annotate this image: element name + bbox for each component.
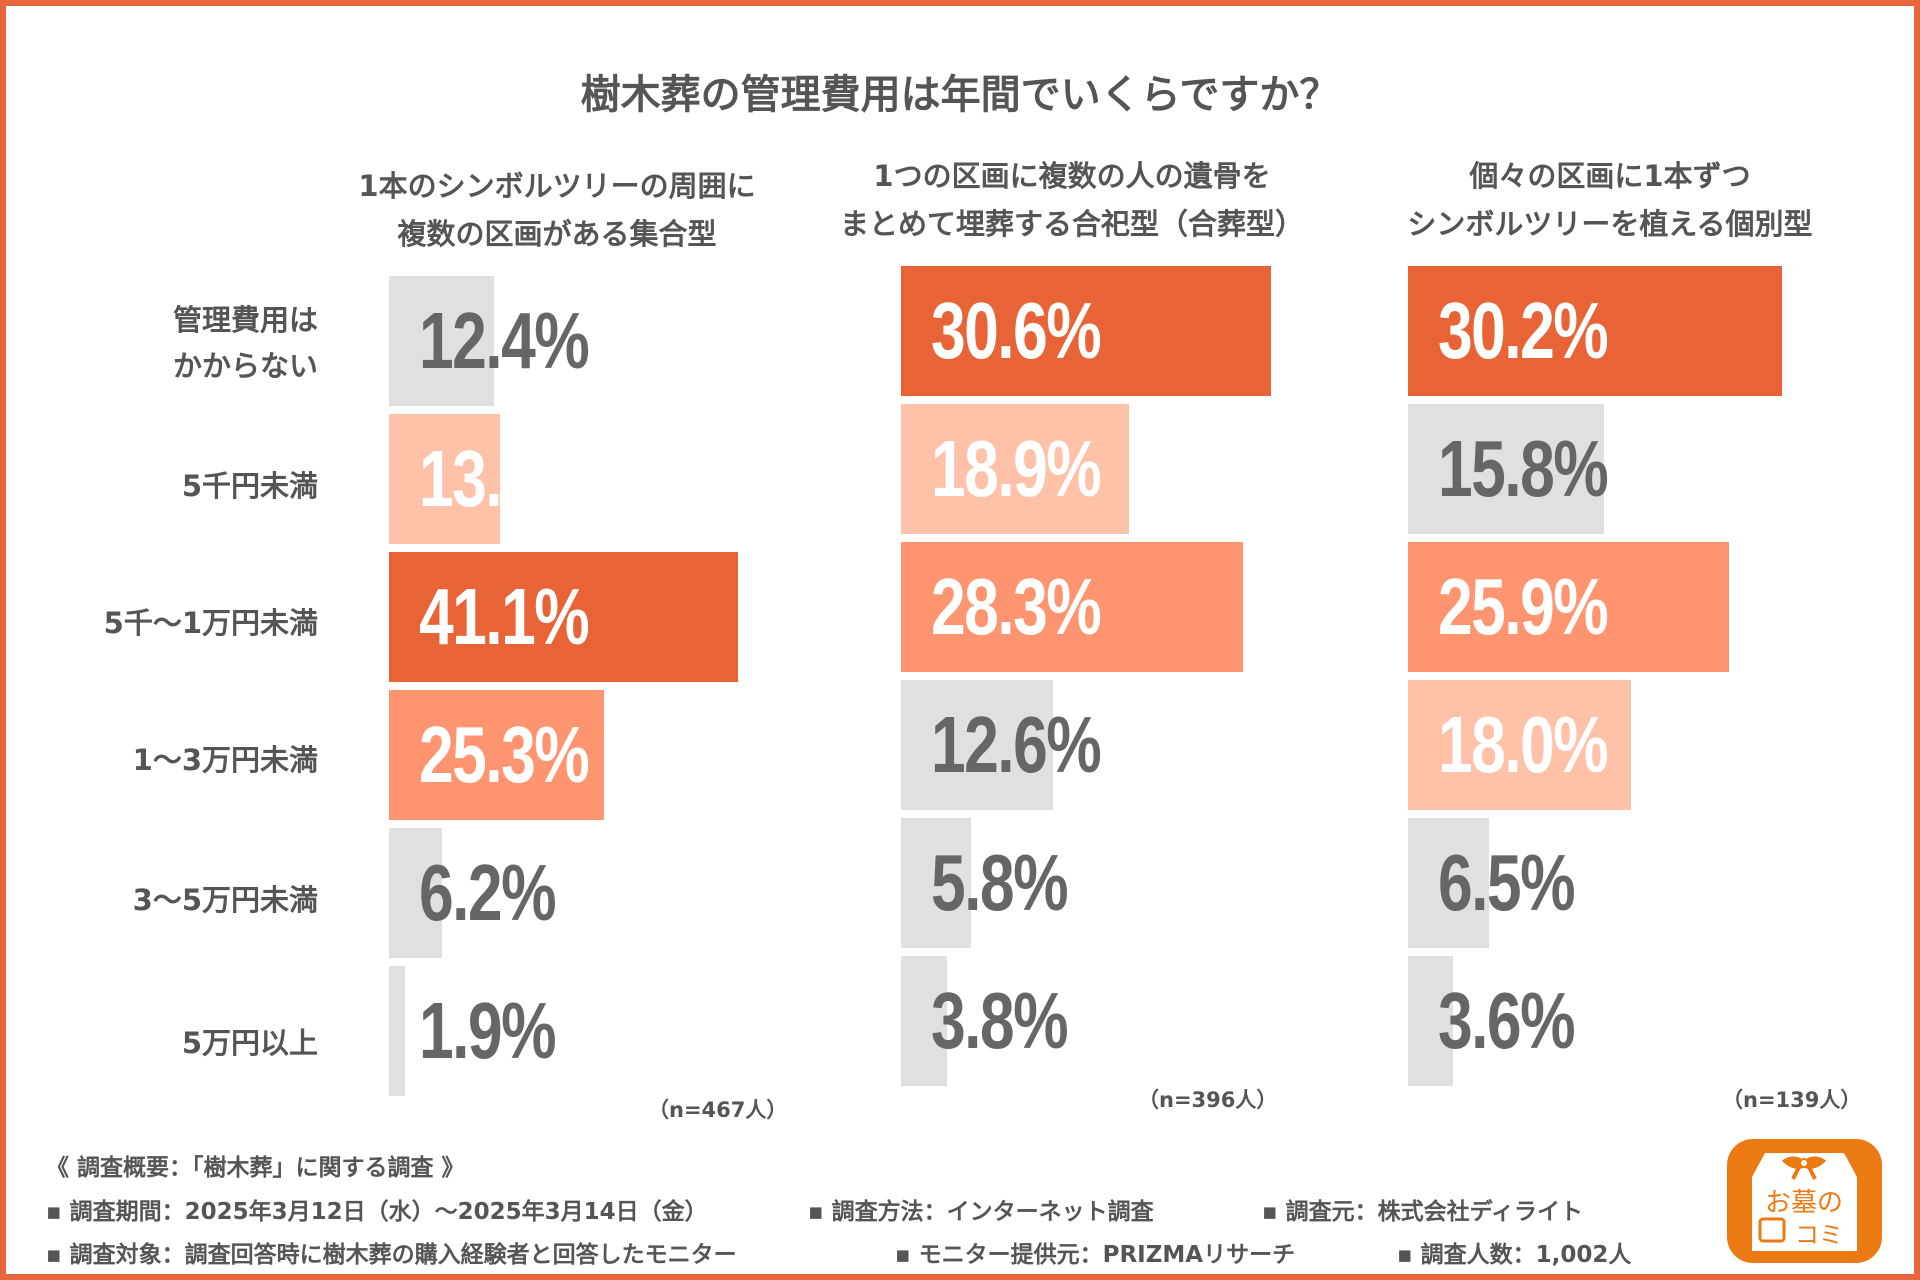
- data-label: 18.0%: [1438, 700, 1609, 789]
- data-label: 12.6%: [931, 700, 1102, 789]
- bar: [389, 552, 738, 682]
- bar: [901, 542, 1243, 672]
- data-label: 15.8%: [1438, 424, 1609, 513]
- bar: [389, 690, 604, 820]
- footer-source: ▪ 調査元：株式会社ディライト: [1262, 1199, 1583, 1225]
- okaka-no-kuchikomi-logo: お墓の コミ: [1727, 1139, 1882, 1263]
- bar: [1408, 956, 1453, 1086]
- row-label: 3〜5万円未満: [132, 883, 318, 917]
- series-header: 1本のシンボルツリーの周囲に 複数の区画がある集合型: [358, 169, 756, 251]
- data-label: 12.4%: [419, 296, 590, 385]
- svg-text:お墓の: お墓の: [1765, 1188, 1843, 1218]
- svg-text:コミ: コミ: [1795, 1221, 1843, 1249]
- data-label: 25.9%: [1438, 562, 1609, 651]
- data-label: 6.5%: [1438, 838, 1576, 927]
- footer-provider: ▪ モニター提供元：PRIZMAリサーチ: [895, 1242, 1296, 1268]
- bar: [901, 956, 947, 1086]
- data-label: 30.2%: [1438, 286, 1609, 375]
- row-label: 1〜3万円未満: [132, 743, 318, 777]
- data-label: 28.3%: [931, 562, 1102, 651]
- data-label: 3.8%: [931, 976, 1069, 1065]
- bar: [1408, 680, 1632, 810]
- row-label: 5万円以上: [181, 1026, 318, 1060]
- bar: [389, 414, 501, 544]
- bar: [901, 404, 1130, 534]
- series-header: 個々の区画に1本ずつ シンボルツリーを植える個別型: [1407, 159, 1813, 241]
- data-label: 30.6%: [931, 286, 1102, 375]
- bar: [901, 818, 972, 948]
- bar: [1408, 404, 1604, 534]
- sample-size: （n=139人）: [1722, 1088, 1862, 1112]
- bar: [1408, 818, 1489, 948]
- footer-count: ▪ 調査人数：1,002人: [1397, 1242, 1632, 1268]
- footer-period: ▪ 調査期間：2025年3月12日（水）〜2025年3月14日（金）: [46, 1199, 708, 1225]
- footer-target: ▪ 調査対象：調査回答時に樹木葬の購入経験者と回答したモニター: [46, 1242, 737, 1268]
- data-label: 41.1%: [419, 572, 590, 661]
- data-label: 18.9%: [931, 424, 1102, 513]
- sample-size: （n=396人）: [1138, 1088, 1278, 1112]
- footer-method: ▪ 調査方法：インターネット調査: [808, 1199, 1154, 1225]
- data-label: 6.2%: [419, 848, 557, 937]
- chart-title: 樹木葬の管理費用は年間でいくらですか？: [580, 72, 1340, 118]
- sample-size: （n=467人）: [648, 1098, 788, 1122]
- data-label: 1.9%: [419, 986, 557, 1075]
- data-label: 5.8%: [931, 838, 1069, 927]
- row-label: 管理費用は かからない: [172, 303, 318, 383]
- bar: [389, 966, 406, 1096]
- bar: [389, 276, 495, 406]
- footer-heading: 《 調査概要：「樹木葬」に関する調査 》: [46, 1155, 465, 1181]
- bar: [901, 680, 1054, 810]
- row-label: 5千〜1万円未満: [103, 606, 318, 640]
- data-label: 25.3%: [419, 710, 590, 799]
- row-label: 5千円未満: [181, 469, 318, 503]
- data-label: 13.1%: [419, 434, 590, 523]
- bar: [389, 828, 442, 958]
- bar: [1408, 542, 1730, 672]
- data-label: 3.6%: [1438, 976, 1576, 1065]
- series-header: 1つの区画に複数の人の遺骨を まとめて埋葬する合祀型（合葬型）: [839, 159, 1304, 241]
- bar: [1408, 266, 1783, 396]
- bar: [901, 266, 1271, 396]
